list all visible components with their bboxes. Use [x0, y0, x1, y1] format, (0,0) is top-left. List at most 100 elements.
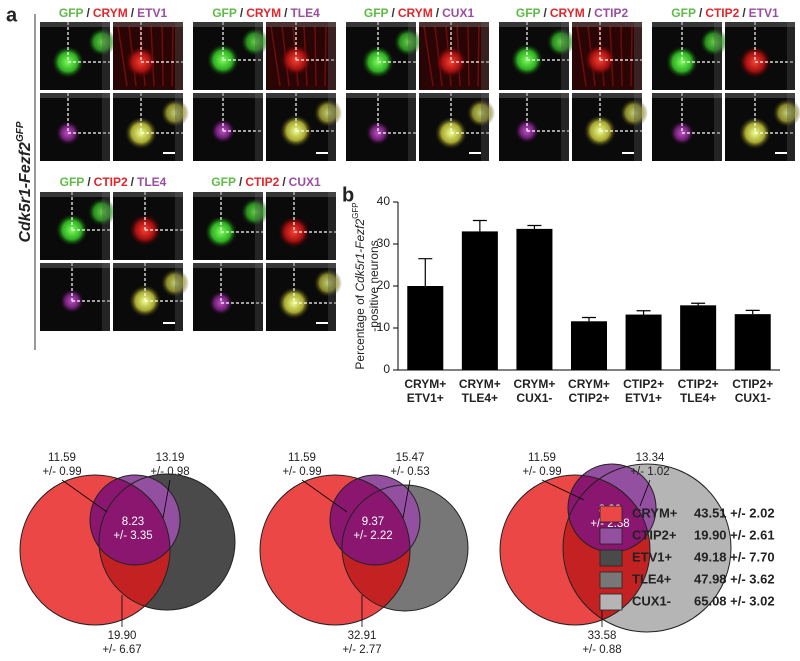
error-bar: [418, 258, 433, 286]
side-label-text: Cdk5r1-Fezf2GFP: [15, 121, 35, 242]
ortho-strip: [266, 192, 336, 197]
venn-outline: [562, 463, 732, 633]
bar: [570, 321, 608, 370]
separator: /: [87, 6, 91, 20]
venn-label: 13.19: [156, 452, 185, 464]
cell: [241, 198, 269, 226]
separator: /: [544, 6, 548, 20]
ortho-strip: [725, 22, 795, 27]
leader-line: [402, 479, 411, 519]
legend-swatch: [599, 571, 623, 589]
venn-label: 11.59: [288, 452, 316, 464]
marker-name: CUX1: [442, 6, 474, 20]
venn-outline: [259, 474, 411, 626]
ortho-strip: [40, 192, 110, 197]
error-bar: [636, 310, 651, 315]
legend-swatch: [599, 593, 623, 611]
separator: /: [131, 175, 135, 189]
texture: [467, 25, 470, 87]
ortho-strip: [40, 263, 110, 268]
ortho-strip: [113, 263, 183, 268]
cell: [394, 28, 422, 56]
panel-label: b: [342, 184, 354, 206]
cell: [773, 99, 800, 127]
venn-label: +/- 1.02: [630, 466, 669, 478]
venn-label: 19.90: [108, 630, 137, 642]
ortho-strip: [193, 93, 263, 98]
y-label-line: -positive neurons: [367, 240, 381, 331]
venn-outline: [341, 484, 469, 612]
texture: [576, 25, 587, 87]
y-tick-label: 20: [377, 278, 391, 292]
texture: [117, 25, 128, 87]
venn-label: 9.37: [362, 516, 384, 528]
venn-label: +/- 0.99: [522, 466, 561, 478]
marker-name: CTIP2: [94, 175, 128, 189]
legend-name: CTIP2+: [632, 527, 677, 542]
side-label-main: Cdk5r1-Fezf2: [17, 142, 34, 243]
venn-label: 13.34: [636, 452, 665, 464]
legend-name: CUX1-: [632, 593, 671, 608]
ortho-strip: [113, 22, 183, 27]
separator: /: [282, 175, 286, 189]
error-bar: [691, 302, 706, 306]
ortho-strip: [346, 22, 416, 27]
marker-name: CRYM: [550, 6, 585, 20]
ortho-strip: [419, 93, 489, 98]
ortho-strip: [193, 263, 263, 268]
error-bar: [582, 316, 596, 322]
ortho-strip: [255, 93, 263, 161]
venn-label: 8.23: [122, 516, 144, 528]
venn-label: 33.58: [588, 630, 617, 642]
ortho-strip: [634, 93, 642, 161]
y-label-line: Percentage of Cdk5r1-Fezf2GFP: [351, 202, 367, 369]
texture: [314, 25, 317, 87]
separator: /: [239, 175, 243, 189]
ortho-strip: [328, 192, 336, 260]
panel-label: a: [6, 4, 18, 26]
legend-swatch: [599, 505, 623, 523]
ortho-strip: [193, 22, 263, 27]
ortho-strip: [102, 22, 110, 90]
ortho-strip: [266, 93, 336, 98]
ortho-strip: [787, 22, 795, 90]
venn-label: +/- 0.53: [390, 466, 429, 478]
texture: [620, 25, 623, 87]
legend-value: 19.90 +/- 2.61: [694, 527, 775, 542]
ortho-strip: [102, 192, 110, 260]
leader-line: [162, 479, 171, 519]
venn-label: +/- 0.99: [282, 466, 321, 478]
texture: [324, 25, 327, 87]
y-label-part: Cdk5r1-Fezf2: [353, 219, 367, 292]
separator: /: [588, 6, 592, 20]
ortho-strip: [102, 93, 110, 161]
x-tick-label: CTIP2+: [623, 377, 664, 391]
marker-name: ETV1: [749, 6, 779, 20]
marker-name: CTIP2: [594, 6, 628, 20]
ortho-strip: [175, 93, 183, 161]
bar: [734, 314, 771, 370]
side-label: Cdk5r1-Fezf2GFP: [15, 121, 35, 242]
venn-outline: [98, 473, 236, 611]
venn-label: 11.59: [48, 452, 76, 464]
x-tick-label: CTIP2+: [568, 391, 609, 405]
venn-label: +/- 6.67: [102, 644, 141, 656]
x-tick-label: TLE4+: [680, 391, 716, 405]
ortho-strip: [266, 263, 336, 268]
venn-label: +/- 0.98: [150, 466, 189, 478]
marker-name: GFP: [364, 6, 389, 20]
ortho-strip: [175, 192, 183, 260]
separator: /: [436, 6, 440, 20]
x-tick-label: CTIP2+: [732, 377, 773, 391]
venn-label: +/- 2.22: [353, 530, 392, 542]
bar: [461, 231, 498, 370]
side-label-sup: GFP: [15, 121, 26, 142]
ortho-strip: [652, 93, 722, 98]
ortho-strip: [175, 263, 183, 331]
cell: [700, 28, 728, 56]
ortho-strip: [481, 93, 489, 161]
ortho-strip: [634, 22, 642, 90]
bar: [407, 286, 444, 370]
separator: /: [742, 6, 746, 20]
ortho-strip: [572, 22, 642, 27]
